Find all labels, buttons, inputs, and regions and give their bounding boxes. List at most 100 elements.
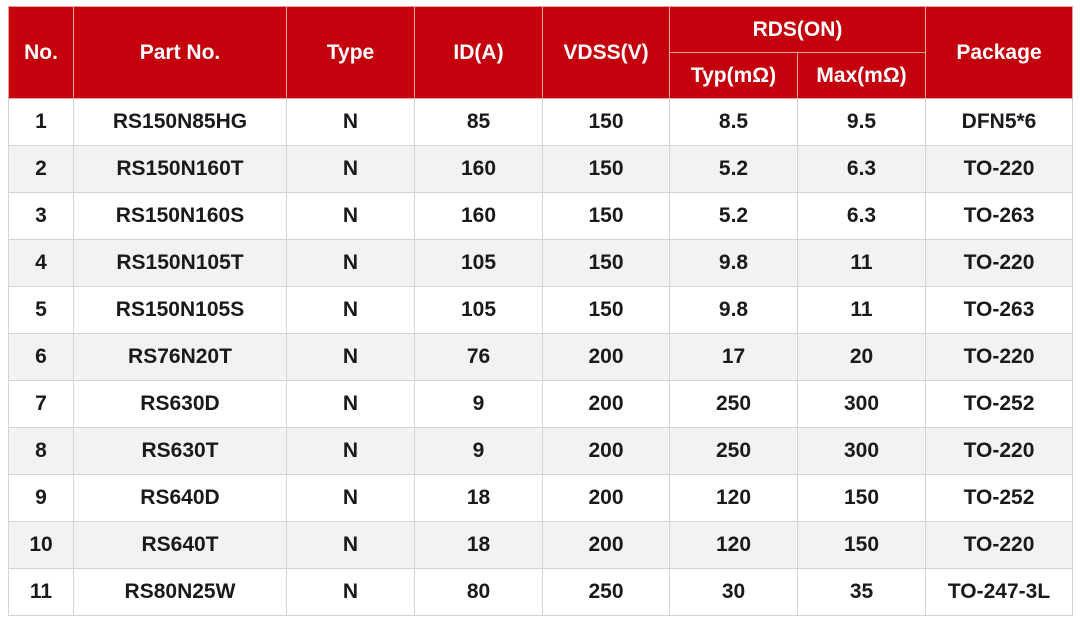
table-cell: DFN5*6 (925, 98, 1074, 146)
table-cell: 9 (414, 380, 543, 428)
table-cell: 150 (542, 192, 670, 240)
table-cell: N (286, 568, 415, 616)
header-cell: Package (925, 6, 1074, 99)
table-cell: N (286, 239, 415, 287)
table-cell: 6.3 (796, 192, 927, 240)
header-cell: VDSS(V) (542, 6, 670, 99)
table-cell: 200 (542, 427, 670, 475)
header-cell: No. (8, 6, 74, 99)
table-cell: 11 (796, 286, 927, 334)
table-cell: TO-252 (925, 474, 1074, 522)
table-cell: N (286, 286, 415, 334)
table-cell: 250 (669, 427, 798, 475)
table-body: 1 RS150N85HG N 85 150 8.5 9.5 DFN5*6 2 RS150N160T… (8, 98, 1074, 616)
table-cell: 9 (8, 474, 74, 522)
table-cell: TO-220 (925, 145, 1074, 193)
spec-table: No. Part No. Type ID(A) VDSS(V) RDS(ON) … (8, 6, 1074, 616)
table-cell: RS150N160T (73, 145, 287, 193)
table-cell: N (286, 474, 415, 522)
table-cell: 4 (8, 239, 74, 287)
table-cell: N (286, 333, 415, 381)
table-cell: 150 (796, 521, 927, 569)
table-row: 8 RS630T N 9 200 250 300 TO-220 (8, 427, 1074, 475)
table-row: 4 RS150N105T N 105 150 9.8 11 TO-220 (8, 239, 1074, 287)
table-cell: TO-220 (925, 521, 1074, 569)
table-cell: 9.8 (669, 286, 798, 334)
table-cell: 250 (669, 380, 798, 428)
table-cell: 150 (796, 474, 927, 522)
table-cell: TO-247-3L (925, 568, 1074, 616)
table-cell: 18 (414, 521, 543, 569)
table-cell: 2 (8, 145, 74, 193)
table-cell: 200 (542, 521, 670, 569)
table-cell: RS630T (73, 427, 287, 475)
table-row: 11 RS80N25W N 80 250 30 35 TO-247-3L (8, 568, 1074, 616)
table-cell: N (286, 380, 415, 428)
header-cell: Part No. (73, 6, 287, 99)
table-cell: 85 (414, 98, 543, 146)
header-subcell: Typ(mΩ) (669, 52, 798, 99)
table-cell: 8 (8, 427, 74, 475)
table-cell: 200 (542, 474, 670, 522)
header-cell: RDS(ON) (668, 6, 927, 53)
table-cell: RS640T (73, 521, 287, 569)
table-cell: 9.5 (796, 98, 927, 146)
table-row: 3 RS150N160S N 160 150 5.2 6.3 TO-263 (8, 192, 1074, 240)
table-cell: 150 (542, 98, 670, 146)
table-row: 10 RS640T N 18 200 120 150 TO-220 (8, 521, 1074, 569)
table-row: 6 RS76N20T N 76 200 17 20 TO-220 (8, 333, 1074, 381)
table-cell: N (286, 521, 415, 569)
table-cell: N (286, 98, 415, 146)
table-cell: TO-220 (925, 239, 1074, 287)
table-cell: 9 (414, 427, 543, 475)
table-cell: 11 (796, 239, 927, 287)
table-cell: TO-263 (925, 286, 1074, 334)
table-cell: 250 (542, 568, 670, 616)
table-cell: 300 (796, 380, 927, 428)
table-cell: RS76N20T (73, 333, 287, 381)
table-cell: 5.2 (669, 145, 798, 193)
table-cell: N (286, 427, 415, 475)
table-cell: 11 (8, 568, 74, 616)
table-row: 7 RS630D N 9 200 250 300 TO-252 (8, 380, 1074, 428)
table-cell: RS630D (73, 380, 287, 428)
table-cell: 150 (542, 286, 670, 334)
table-cell: 5.2 (669, 192, 798, 240)
table-cell: 17 (669, 333, 798, 381)
table-cell: 3 (8, 192, 74, 240)
table-cell: 120 (669, 474, 798, 522)
table-cell: 76 (414, 333, 543, 381)
table-cell: RS150N105T (73, 239, 287, 287)
table-cell: 18 (414, 474, 543, 522)
table-cell: TO-220 (925, 427, 1074, 475)
table-cell: TO-263 (925, 192, 1074, 240)
table-row: 1 RS150N85HG N 85 150 8.5 9.5 DFN5*6 (8, 98, 1074, 146)
header-cell: ID(A) (414, 6, 543, 99)
table-cell: N (286, 145, 415, 193)
table-cell: 105 (414, 286, 543, 334)
table-cell: 160 (414, 192, 543, 240)
table-cell: 6 (8, 333, 74, 381)
table-cell: 5 (8, 286, 74, 334)
table-cell: 10 (8, 521, 74, 569)
table-cell: 80 (414, 568, 543, 616)
table-header: No. Part No. Type ID(A) VDSS(V) RDS(ON) … (8, 6, 1074, 99)
header-subcell: Max(mΩ) (796, 52, 927, 99)
table-cell: 30 (669, 568, 798, 616)
table-cell: RS80N25W (73, 568, 287, 616)
table-cell: RS150N105S (73, 286, 287, 334)
table-cell: 35 (796, 568, 927, 616)
table-cell: 150 (542, 145, 670, 193)
table-cell: RS640D (73, 474, 287, 522)
table-cell: RS150N85HG (73, 98, 287, 146)
table-cell: 120 (669, 521, 798, 569)
table-cell: 300 (796, 427, 927, 475)
table-cell: N (286, 192, 415, 240)
table-cell: 9.8 (669, 239, 798, 287)
table-row: 9 RS640D N 18 200 120 150 TO-252 (8, 474, 1074, 522)
table-row: 2 RS150N160T N 160 150 5.2 6.3 TO-220 (8, 145, 1074, 193)
table-cell: 150 (542, 239, 670, 287)
table-cell: 200 (542, 333, 670, 381)
table-cell: 160 (414, 145, 543, 193)
